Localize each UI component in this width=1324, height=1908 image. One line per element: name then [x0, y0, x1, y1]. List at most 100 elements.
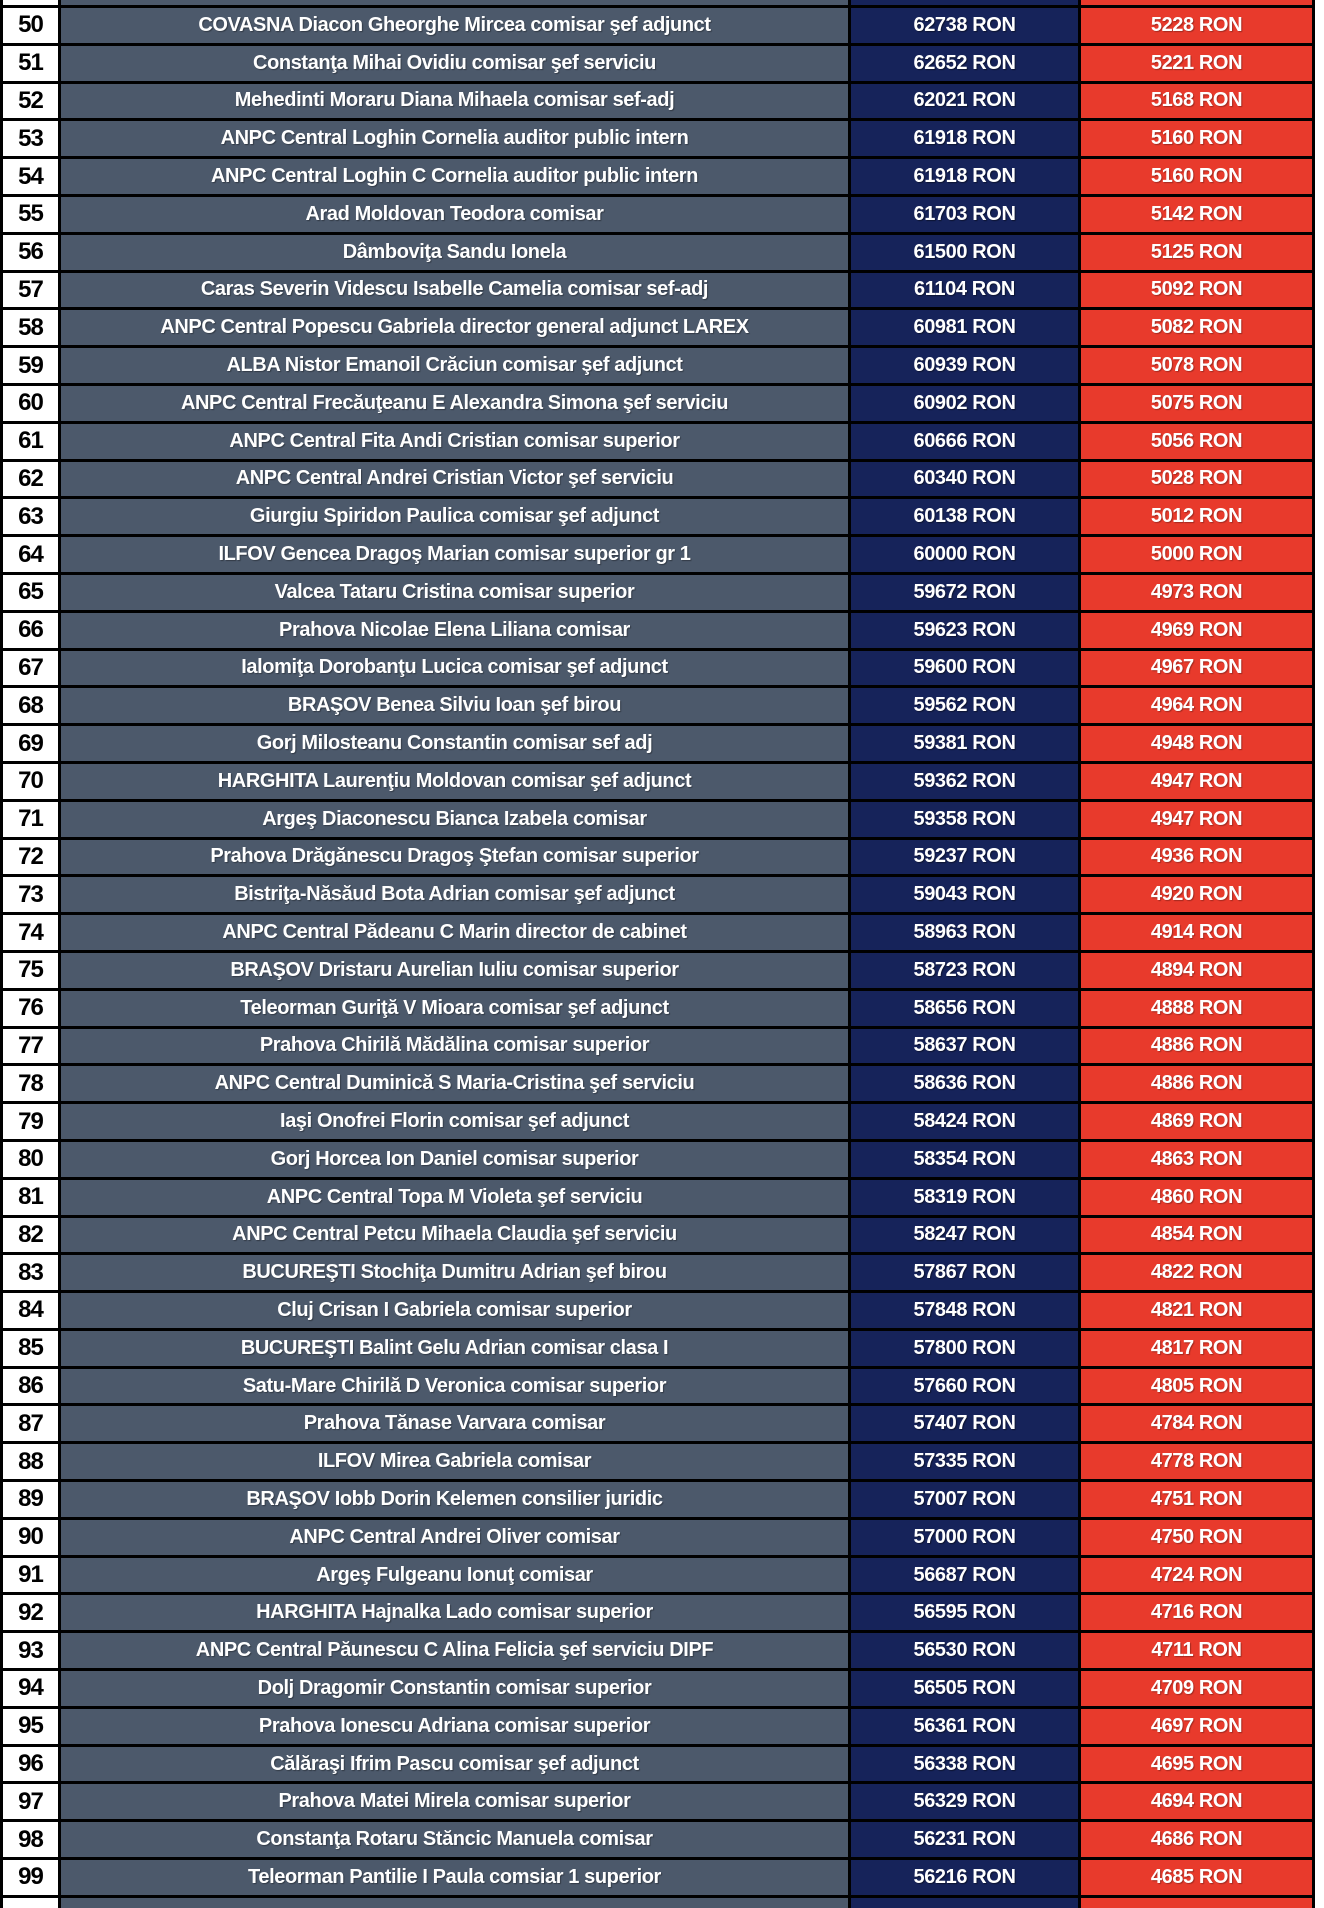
amount-navy-cell[interactable]: 60138 RON — [848, 499, 1078, 538]
amount-navy-cell[interactable]: 56687 RON — [848, 1557, 1078, 1596]
name-cell[interactable]: ALBA Nistor Emanoil Crăciun comisar şef … — [58, 348, 848, 386]
amount-navy-cell[interactable]: 60981 RON — [848, 310, 1078, 349]
row-number-cell[interactable]: 84 — [0, 1293, 58, 1331]
amount-red-cell[interactable]: 4973 RON — [1078, 574, 1315, 613]
amount-navy-cell[interactable]: 59043 RON — [848, 877, 1078, 916]
amount-navy-cell[interactable]: 59237 RON — [848, 839, 1078, 878]
row-number-cell[interactable]: 99 — [0, 1860, 58, 1898]
amount-navy-cell[interactable]: 59562 RON — [848, 688, 1078, 727]
amount-red-cell[interactable]: 5000 RON — [1078, 537, 1315, 575]
amount-navy-cell[interactable]: 57800 RON — [848, 1330, 1078, 1369]
row-number-cell[interactable]: 60 — [0, 385, 58, 424]
amount-navy-cell[interactable]: 58636 RON — [848, 1066, 1078, 1105]
amount-red-cell[interactable]: 4817 RON — [1078, 1330, 1315, 1369]
amount-red-cell[interactable]: 4694 RON — [1078, 1784, 1315, 1823]
row-number-cell[interactable]: 91 — [0, 1557, 58, 1596]
amount-navy-cell[interactable]: 57660 RON — [848, 1368, 1078, 1407]
amount-navy-cell[interactable]: 60902 RON — [848, 385, 1078, 424]
amount-red-cell[interactable]: 5160 RON — [1078, 159, 1315, 197]
amount-navy-cell[interactable]: 58354 RON — [848, 1141, 1078, 1180]
row-number-cell[interactable]: 57 — [0, 272, 58, 311]
name-cell[interactable]: Dâmboviţa Sandu Ionela — [58, 234, 848, 273]
row-number-cell[interactable]: 68 — [0, 688, 58, 727]
row-number-cell[interactable]: 98 — [0, 1822, 58, 1861]
name-cell[interactable]: Constanţa Mihai Ovidiu comisar şef servi… — [58, 45, 848, 84]
name-cell[interactable]: ANPC Central Andrei Oliver comisar — [58, 1519, 848, 1558]
amount-navy-cell[interactable]: 57407 RON — [848, 1406, 1078, 1445]
amount-red-cell[interactable]: 4886 RON — [1078, 1028, 1315, 1067]
name-cell[interactable]: HARGHITA Laurenţiu Moldovan comisar şef … — [58, 763, 848, 802]
amount-red-cell[interactable]: 4697 RON — [1078, 1708, 1315, 1747]
amount-navy-cell[interactable]: 56361 RON — [848, 1708, 1078, 1747]
row-number-cell[interactable]: 94 — [0, 1671, 58, 1709]
name-cell[interactable]: COVASNA Diacon Gheorghe Mircea comisar ş… — [58, 8, 848, 46]
name-cell[interactable]: Constanţa Rotaru Stăncic Manuela comisar — [58, 1822, 848, 1861]
name-cell[interactable]: ANPC Central Andrei Cristian Victor şef … — [58, 461, 848, 500]
amount-navy-cell[interactable]: 56595 RON — [848, 1595, 1078, 1634]
amount-navy-cell[interactable]: 60939 RON — [848, 348, 1078, 386]
amount-red-cell[interactable]: 5012 RON — [1078, 499, 1315, 538]
amount-navy-cell[interactable]: 56338 RON — [848, 1746, 1078, 1785]
row-number-cell[interactable]: 83 — [0, 1255, 58, 1294]
amount-red-cell[interactable]: 4695 RON — [1078, 1746, 1315, 1785]
name-cell[interactable]: ANPC Central Loghin Cornelia auditor pub… — [58, 121, 848, 160]
amount-red-cell[interactable]: 4948 RON — [1078, 726, 1315, 764]
row-number-cell[interactable]: 51 — [0, 45, 58, 84]
name-cell[interactable]: HARGHITA Hajnalka Lado comisar superior — [58, 1595, 848, 1634]
amount-navy-cell[interactable]: 57335 RON — [848, 1444, 1078, 1483]
amount-red-cell[interactable]: 5160 RON — [1078, 121, 1315, 160]
amount-navy-cell[interactable]: 56505 RON — [848, 1671, 1078, 1709]
amount-red-cell[interactable]: 4751 RON — [1078, 1482, 1315, 1520]
amount-navy-cell[interactable]: 57007 RON — [848, 1482, 1078, 1520]
amount-red-cell[interactable]: 5168 RON — [1078, 83, 1315, 122]
amount-red-cell[interactable]: 4784 RON — [1078, 1406, 1315, 1445]
amount-navy-cell[interactable]: 60666 RON — [848, 423, 1078, 462]
name-cell[interactable]: Argeş Diaconescu Bianca Izabela comisar — [58, 801, 848, 840]
amount-navy-cell[interactable]: 58656 RON — [848, 990, 1078, 1029]
amount-red-cell[interactable]: 4886 RON — [1078, 1066, 1315, 1105]
amount-navy-cell[interactable]: 59623 RON — [848, 612, 1078, 651]
row-number-cell[interactable]: 65 — [0, 574, 58, 613]
amount-navy-cell[interactable]: 61104 RON — [848, 272, 1078, 311]
amount-navy-cell[interactable]: 59600 RON — [848, 650, 1078, 689]
row-number-cell[interactable]: 50 — [0, 8, 58, 46]
amount-navy-cell[interactable]: 61918 RON — [848, 159, 1078, 197]
row-number-cell[interactable]: 88 — [0, 1444, 58, 1483]
row-number-cell[interactable]: 86 — [0, 1368, 58, 1407]
name-cell[interactable]: ANPC Central Pădeanu C Marin director de… — [58, 915, 848, 953]
amount-red-cell[interactable]: 4821 RON — [1078, 1293, 1315, 1331]
row-number-cell[interactable]: 74 — [0, 915, 58, 953]
amount-red-cell[interactable]: 4805 RON — [1078, 1368, 1315, 1407]
amount-navy-cell[interactable]: 61703 RON — [848, 196, 1078, 235]
row-number-cell[interactable]: 72 — [0, 839, 58, 878]
amount-red-cell[interactable]: 4822 RON — [1078, 1255, 1315, 1294]
name-cell[interactable]: ANPC Central Petcu Mihaela Claudia şef s… — [58, 1217, 848, 1256]
amount-red-cell[interactable]: 5078 RON — [1078, 348, 1315, 386]
name-cell[interactable]: Prahova Nicolae Elena Liliana comisar — [58, 612, 848, 651]
amount-red-cell[interactable]: 4685 RON — [1078, 1860, 1315, 1898]
row-number-cell[interactable]: 79 — [0, 1104, 58, 1142]
row-number-cell[interactable]: 66 — [0, 612, 58, 651]
row-number-cell[interactable]: 90 — [0, 1519, 58, 1558]
name-cell[interactable]: ANPC Central Fita Andi Cristian comisar … — [58, 423, 848, 462]
amount-red-cell[interactable]: 4711 RON — [1078, 1633, 1315, 1672]
name-cell[interactable]: Prahova Drăgănescu Dragoş Ştefan comisar… — [58, 839, 848, 878]
row-number-cell[interactable]: 54 — [0, 159, 58, 197]
name-cell[interactable]: Bistriţa-Năsăud Bota Adrian comisar şef … — [58, 877, 848, 916]
amount-red-cell[interactable]: 4914 RON — [1078, 915, 1315, 953]
name-cell[interactable]: Caras Severin Videscu Isabelle Camelia c… — [58, 272, 848, 311]
name-cell[interactable]: Prahova Matei Mirela comisar superior — [58, 1784, 848, 1823]
row-number-cell[interactable]: 96 — [0, 1746, 58, 1785]
name-cell[interactable]: BRAŞOV Iobb Dorin Kelemen consilier juri… — [58, 1482, 848, 1520]
row-number-cell[interactable]: 89 — [0, 1482, 58, 1520]
amount-red-cell[interactable]: 4724 RON — [1078, 1557, 1315, 1596]
name-cell[interactable]: Argeş Fulgeanu Ionuţ comisar — [58, 1557, 848, 1596]
name-cell[interactable]: ANPC Central Duminică S Maria-Cristina ş… — [58, 1066, 848, 1105]
row-number-cell[interactable]: 78 — [0, 1066, 58, 1105]
amount-red-cell[interactable]: 4716 RON — [1078, 1595, 1315, 1634]
amount-red-cell[interactable]: 5142 RON — [1078, 196, 1315, 235]
amount-red-cell[interactable]: 5092 RON — [1078, 272, 1315, 311]
name-cell[interactable]: Gorj Horcea Ion Daniel comisar superior — [58, 1141, 848, 1180]
amount-red-cell[interactable]: 5075 RON — [1078, 385, 1315, 424]
amount-navy-cell[interactable]: 58637 RON — [848, 1028, 1078, 1067]
